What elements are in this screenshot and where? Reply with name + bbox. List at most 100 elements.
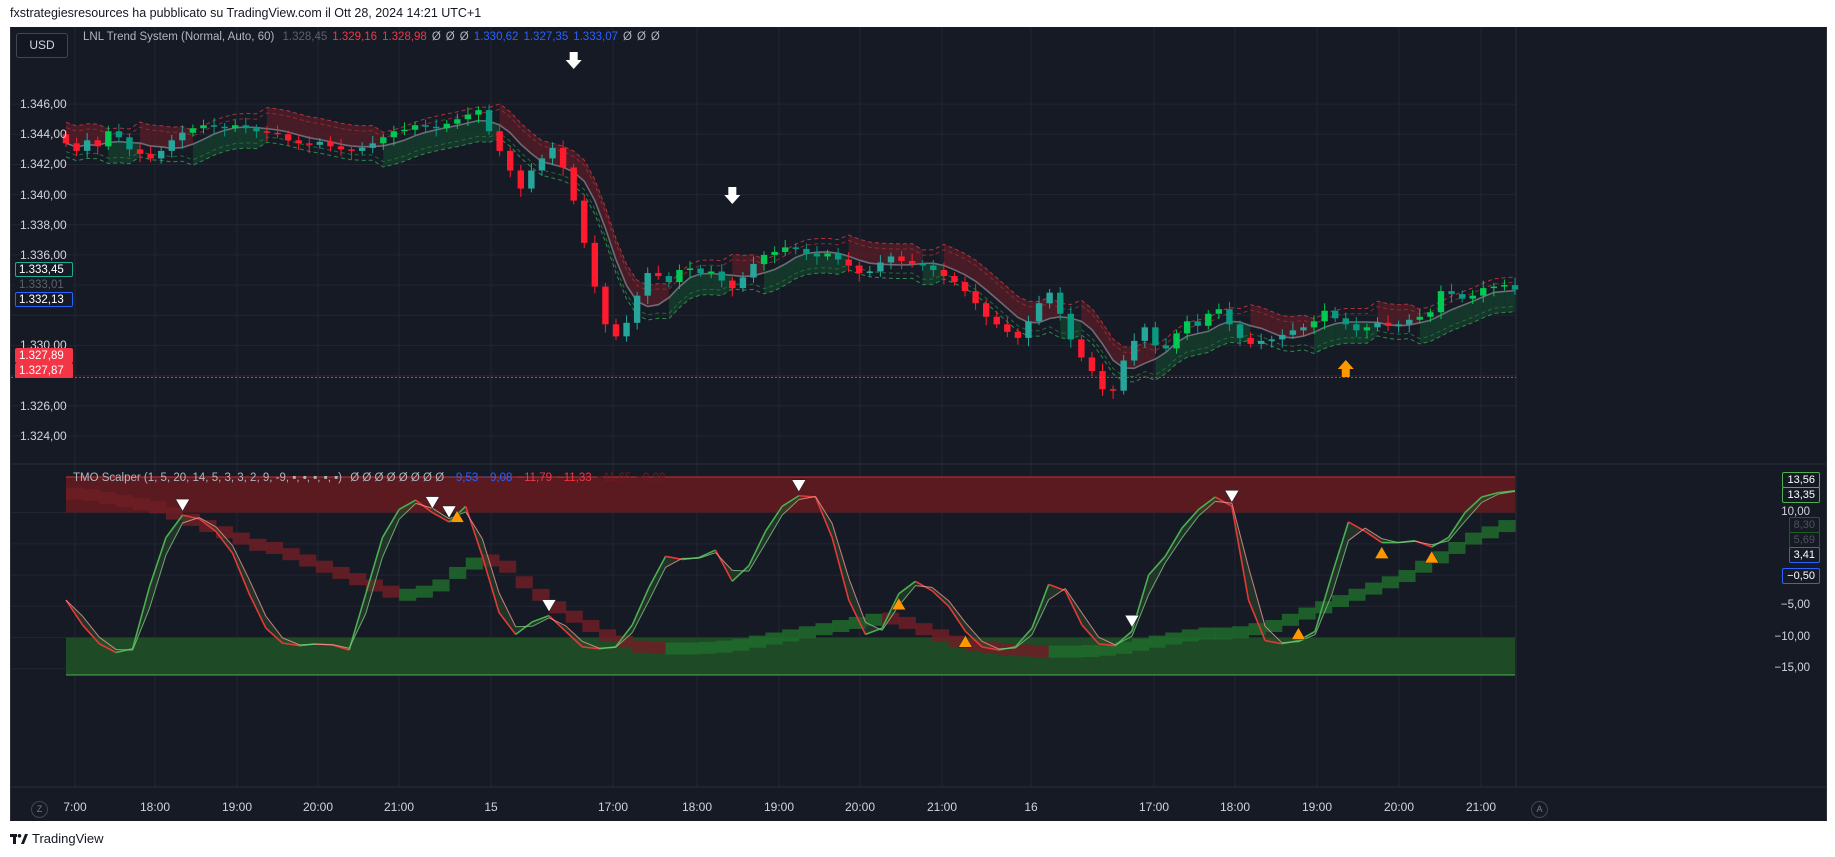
candle-body (930, 265, 937, 271)
slow-band-step (1148, 635, 1166, 648)
oscillator-ribbon (66, 490, 1515, 653)
auto-scale-a-button[interactable]: A (1531, 801, 1548, 818)
candle-body (1205, 313, 1212, 326)
trend-band-segment (140, 121, 151, 147)
slow-band-step (66, 487, 84, 500)
candle-body (1374, 322, 1381, 328)
oscillator-fast-segment (764, 505, 783, 532)
candle-body (94, 140, 101, 147)
trend-band-segment (1102, 322, 1114, 361)
oscillator-fast-segment (881, 593, 900, 629)
candle-body (549, 147, 556, 159)
trend-band-segment (298, 113, 310, 138)
oscillator-fast-segment (1214, 496, 1233, 508)
candle-body (232, 125, 239, 129)
timezone-z-button[interactable]: Z (31, 801, 48, 818)
price-tag: 1.332,13 (15, 292, 73, 307)
oscillator-fast-segment (131, 587, 151, 649)
time-axis-label: 18:00 (1219, 800, 1251, 814)
trend-band-segment (869, 242, 881, 265)
candle-body (327, 141, 334, 147)
oscillator-signal-segment (198, 517, 217, 528)
trend-band-segment (266, 107, 278, 131)
slow-band-step (415, 585, 433, 598)
trend-band-segment (700, 273, 712, 295)
oscillator-signal-segment (1015, 634, 1033, 649)
legend-value: Ø (445, 31, 455, 43)
oscillator-fast-segment (165, 514, 184, 539)
trend-band-segment (309, 116, 320, 140)
candle-body (813, 253, 821, 257)
oversold-zone (66, 637, 1515, 675)
sell-arrow-icon (724, 187, 741, 204)
candle-body (612, 324, 620, 337)
main-indicator-name[interactable]: LNL Trend System (Normal, Auto, 60) (83, 31, 275, 43)
slow-band-step (815, 623, 833, 636)
sub-indicator-name[interactable]: TMO Scalper (1, 5, 20, 14, 5, 3, 3, 2, 9… (73, 472, 343, 484)
candle-body (866, 271, 874, 274)
currency-button[interactable]: USD (16, 33, 68, 58)
legend-value: −9,53 (449, 472, 479, 484)
oscillator-fast-segment (698, 549, 716, 559)
slow-band-step (1465, 532, 1483, 545)
oscillator-signal-segment (1181, 515, 1199, 539)
trend-band-segment (288, 110, 299, 136)
candle-body (1342, 318, 1349, 325)
candle-body (475, 110, 482, 115)
sub-indicator-legend[interactable]: TMO Scalper (1, 5, 20, 14, 5, 3, 3, 2, 9… (73, 472, 670, 484)
candle-body (644, 273, 651, 296)
candle-body (210, 125, 218, 127)
slow-band-step (765, 632, 783, 645)
oscillator-signal-segment (698, 552, 716, 559)
trend-band-segment (943, 244, 955, 270)
oscillator-fast-segment (398, 499, 417, 511)
oscillator-signal-segment (365, 557, 383, 614)
candle-body (1268, 339, 1275, 341)
slow-band-step (832, 620, 850, 633)
oscillator-signal-segment (1048, 588, 1066, 601)
oscillator-signal-segment (132, 608, 150, 651)
oscillator-fast-segment (648, 555, 667, 588)
oscillator-signal-segment (465, 511, 483, 540)
candle-body (443, 123, 450, 129)
legend-value: Ø Ø Ø Ø Ø Ø Ø Ø (350, 472, 445, 484)
slow-band-step (299, 554, 317, 567)
oscillator-signal-segment (1248, 567, 1266, 627)
oscillator-signal-segment (1414, 540, 1432, 546)
slow-band-step (798, 626, 816, 639)
oscillator-signal-segment (1381, 538, 1399, 544)
price-axis-label: 1.326,00 (20, 398, 67, 413)
slow-band-step (732, 638, 750, 651)
slow-band-step (99, 491, 117, 504)
legend-value: −11,65 (596, 472, 632, 484)
oscillator-signal-segment (215, 526, 233, 546)
time-axis-label: 16 (1024, 800, 1038, 814)
chart-canvas[interactable] (11, 27, 1826, 821)
oscillator-signal-segment (715, 552, 733, 571)
tradingview-footer[interactable]: TradingView (10, 831, 104, 846)
oscillator-fast-segment (614, 624, 633, 648)
oscillator-value-tag: 5,69 (1788, 532, 1820, 548)
candle-body (136, 149, 144, 154)
oscillator-fast-segment (65, 599, 84, 626)
candle-body (686, 268, 694, 271)
candle-body (358, 147, 366, 151)
candle-body (348, 149, 355, 151)
oscillator-fast-segment (1081, 624, 1100, 645)
time-axis-label: 20:00 (1383, 800, 1415, 814)
slow-band-step (249, 538, 267, 551)
oscillator-signal-segment (565, 625, 583, 642)
tradingview-logo-icon (10, 833, 28, 844)
candle-body (697, 268, 704, 274)
oscillator-fast-segment (1181, 508, 1200, 529)
oscillator-signal-segment (1331, 540, 1349, 595)
candle-body (1279, 334, 1286, 340)
oscillator-signal-segment (1064, 588, 1083, 614)
legend-value: 1.329,16 (332, 31, 378, 43)
chart-frame[interactable]: USD LNL Trend System (Normal, Auto, 60) … (10, 27, 1827, 821)
main-indicator-legend[interactable]: LNL Trend System (Normal, Auto, 60) 1.32… (83, 31, 665, 43)
legend-value: Ø (459, 31, 469, 43)
candle-body (295, 140, 302, 144)
oscillator-signal-segment (248, 579, 267, 617)
slow-band-step (665, 642, 683, 655)
